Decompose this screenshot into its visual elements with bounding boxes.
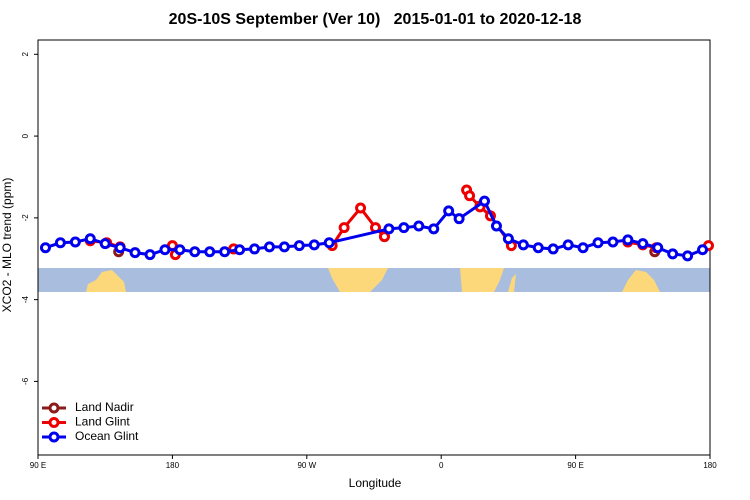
point bbox=[308, 239, 320, 251]
point bbox=[323, 237, 335, 249]
point bbox=[398, 222, 410, 234]
legend-label: Land Glint bbox=[75, 415, 130, 429]
point bbox=[174, 244, 186, 256]
point bbox=[129, 247, 141, 259]
point bbox=[637, 238, 649, 250]
x-axis-label: Longitude bbox=[349, 476, 402, 490]
point bbox=[99, 238, 111, 250]
legend-label: Ocean Glint bbox=[75, 429, 139, 443]
point bbox=[293, 240, 305, 252]
plot-frame bbox=[37, 39, 711, 456]
y-axis-label: XCO2 - MLO trend (ppm) bbox=[0, 178, 14, 313]
point bbox=[682, 250, 694, 262]
point bbox=[114, 242, 126, 254]
point bbox=[607, 236, 619, 248]
y-tick-label: -2 bbox=[21, 214, 30, 222]
point bbox=[383, 223, 395, 235]
point bbox=[355, 202, 367, 214]
x-tick-label: 90 E bbox=[30, 461, 46, 470]
point bbox=[502, 233, 514, 245]
point bbox=[490, 220, 502, 232]
point bbox=[413, 220, 425, 232]
x-tick-label: 90 W bbox=[297, 461, 316, 470]
point bbox=[622, 234, 634, 246]
land-ocean-strip bbox=[38, 268, 710, 292]
point bbox=[263, 241, 275, 253]
y-tick-label: 0 bbox=[21, 133, 30, 138]
y-tick-label: -6 bbox=[21, 377, 30, 385]
point bbox=[577, 242, 589, 254]
point bbox=[69, 236, 81, 248]
point bbox=[234, 244, 246, 256]
point bbox=[667, 248, 679, 260]
point bbox=[428, 223, 440, 235]
point bbox=[652, 242, 664, 254]
point bbox=[159, 244, 171, 256]
point bbox=[378, 231, 390, 243]
point bbox=[517, 239, 529, 251]
point bbox=[547, 243, 559, 255]
x-tick-label: 180 bbox=[166, 461, 180, 470]
point bbox=[464, 190, 476, 202]
point bbox=[443, 205, 455, 217]
point bbox=[562, 239, 574, 251]
y-tick-label: 2 bbox=[21, 52, 30, 57]
point bbox=[453, 213, 465, 225]
x-tick-label: 0 bbox=[439, 461, 444, 470]
point bbox=[189, 246, 201, 258]
point bbox=[592, 237, 604, 249]
legend-label: Land Nadir bbox=[75, 400, 134, 414]
point bbox=[54, 237, 66, 249]
point bbox=[249, 243, 261, 255]
legend-marker bbox=[48, 417, 60, 428]
point bbox=[338, 222, 350, 234]
chart-title: 20S-10S September (Ver 10) 2015-01-01 to… bbox=[169, 11, 582, 28]
point bbox=[204, 246, 216, 258]
point bbox=[479, 195, 491, 207]
y-tick-label: -4 bbox=[21, 296, 30, 304]
point bbox=[39, 242, 51, 254]
point bbox=[84, 233, 96, 245]
point bbox=[219, 246, 231, 258]
point bbox=[144, 249, 156, 261]
legend-marker bbox=[48, 402, 60, 414]
x-tick-label: 90 E bbox=[567, 461, 583, 470]
point bbox=[697, 244, 709, 256]
point bbox=[532, 242, 544, 254]
legend-marker bbox=[48, 431, 60, 443]
point bbox=[278, 241, 290, 253]
x-tick-label: 180 bbox=[703, 461, 717, 470]
